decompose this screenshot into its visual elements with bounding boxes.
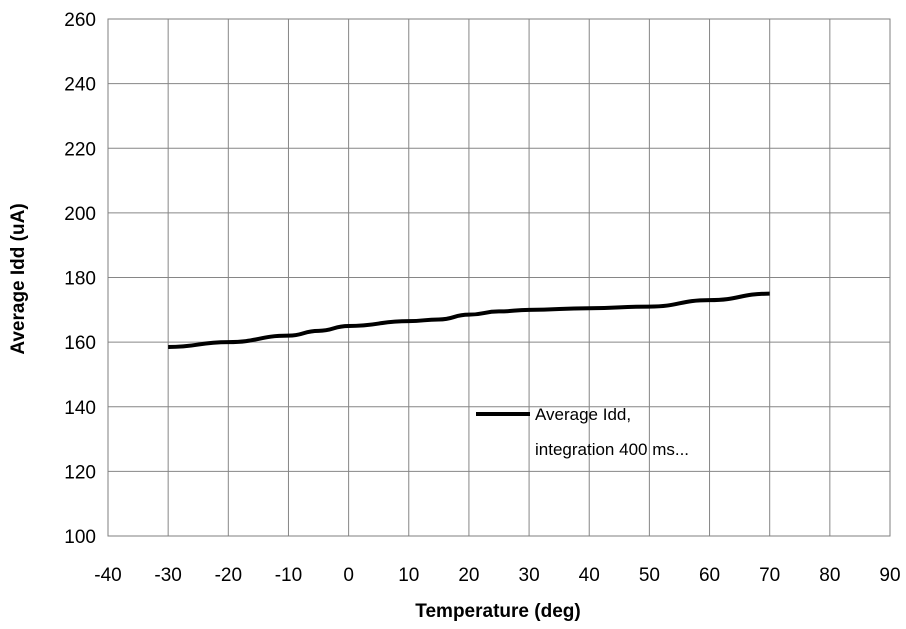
x-axis-ticks: -40 -30 -20 -10 0 10 20 30 40 50 60 70 80 90 <box>94 565 900 586</box>
x-tick-label: 80 <box>819 565 840 586</box>
legend: Average Idd, integration 400 ms... <box>476 405 689 459</box>
y-axis-ticks: 100 120 140 160 180 200 220 240 260 <box>64 10 96 548</box>
y-tick-label: 220 <box>64 139 96 160</box>
y-tick-label: 160 <box>64 333 96 354</box>
y-tick-label: 180 <box>64 269 96 290</box>
y-tick-label: 240 <box>64 75 96 96</box>
grid-lines <box>107 18 891 537</box>
y-axis-title: Average Idd (uA) <box>8 203 29 354</box>
x-axis-title: Temperature (deg) <box>415 601 580 622</box>
x-tick-label: 10 <box>398 565 419 586</box>
y-tick-label: 140 <box>64 398 96 419</box>
x-tick-label: 40 <box>579 565 600 586</box>
x-tick-label: 50 <box>639 565 660 586</box>
legend-label-line-1: Average Idd, <box>535 405 631 424</box>
series-group <box>168 291 770 349</box>
y-tick-label: 200 <box>64 204 96 225</box>
x-tick-label: -10 <box>275 565 302 586</box>
x-tick-label: 30 <box>519 565 540 586</box>
x-tick-label: 0 <box>343 565 354 586</box>
y-tick-label: 260 <box>64 10 96 31</box>
x-tick-label: 90 <box>879 565 900 586</box>
x-tick-label: -30 <box>154 565 181 586</box>
legend-label-line-2: integration 400 ms... <box>535 440 689 459</box>
x-tick-label: 70 <box>759 565 780 586</box>
x-tick-label: -40 <box>94 565 121 586</box>
y-tick-label: 120 <box>64 462 96 483</box>
x-tick-label: 20 <box>458 565 479 586</box>
x-tick-label: 60 <box>699 565 720 586</box>
plot-area <box>107 18 891 537</box>
y-tick-label: 100 <box>64 527 96 548</box>
x-tick-label: -20 <box>215 565 242 586</box>
series-line <box>168 291 770 349</box>
